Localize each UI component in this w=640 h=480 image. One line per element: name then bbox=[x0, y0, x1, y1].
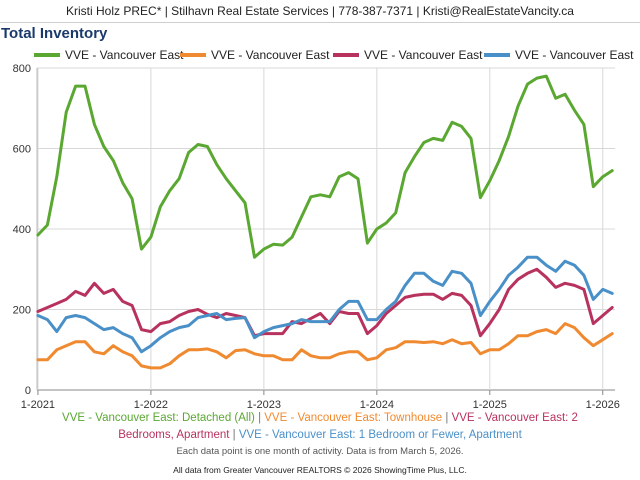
caption-sep-3: | bbox=[229, 429, 239, 441]
legend-caption-line-1: VVE - Vancouver East: Detached (All) | V… bbox=[0, 412, 640, 424]
legend-caption-line-2: Bedrooms, Apartment | VVE - Vancouver Ea… bbox=[0, 429, 640, 441]
caption-sep-1: | bbox=[254, 412, 265, 424]
data-source: All data from Greater Vancouver REALTORS… bbox=[173, 465, 467, 475]
y-tick-label: 600 bbox=[13, 144, 31, 156]
x-tick-label: 1-2021 bbox=[21, 399, 55, 411]
series-line-4 bbox=[36, 255, 614, 354]
legend-label-2: VVE - Vancouver East bbox=[211, 48, 330, 62]
data-note: Each data point is one month of activity… bbox=[176, 446, 464, 457]
caption-sep-2: | bbox=[442, 412, 452, 424]
x-tick-label: 1-2023 bbox=[247, 399, 281, 411]
caption-1bed: VVE - Vancouver East: 1 Bedroom or Fewer… bbox=[238, 429, 522, 441]
series-line-2 bbox=[36, 322, 614, 370]
legend-label-4: VVE - Vancouver East bbox=[515, 48, 634, 62]
caption-2bed-part2: Bedrooms, Apartment bbox=[118, 429, 230, 441]
series-line-3 bbox=[36, 267, 614, 338]
y-tick-label: 200 bbox=[13, 305, 31, 317]
x-tick-label: 1-2025 bbox=[473, 399, 507, 411]
legend-label-3: VVE - Vancouver East bbox=[364, 48, 483, 62]
x-tick-label: 1-2024 bbox=[360, 399, 394, 411]
y-tick-label: 800 bbox=[13, 63, 31, 75]
legend-label-1: VVE - Vancouver East bbox=[65, 48, 184, 62]
header-contact-text: Kristi Holz PREC* | Stilhavn Real Estate… bbox=[66, 4, 574, 18]
header-bar: Kristi Holz PREC* | Stilhavn Real Estate… bbox=[0, 0, 640, 23]
caption-detached: VVE - Vancouver East: Detached (All) bbox=[62, 412, 255, 424]
y-tick-label: 400 bbox=[13, 224, 31, 236]
x-tick-label: 1-2022 bbox=[134, 399, 168, 411]
caption-2bed-part1: VVE - Vancouver East: 2 bbox=[451, 412, 578, 424]
x-tick-label: 1-2026 bbox=[586, 399, 620, 411]
y-tick-label: 0 bbox=[25, 385, 31, 397]
chart-title: Total Inventory bbox=[1, 25, 108, 42]
series-line-1 bbox=[36, 74, 614, 259]
caption-townhouse: VVE - Vancouver East: Townhouse bbox=[264, 412, 443, 424]
